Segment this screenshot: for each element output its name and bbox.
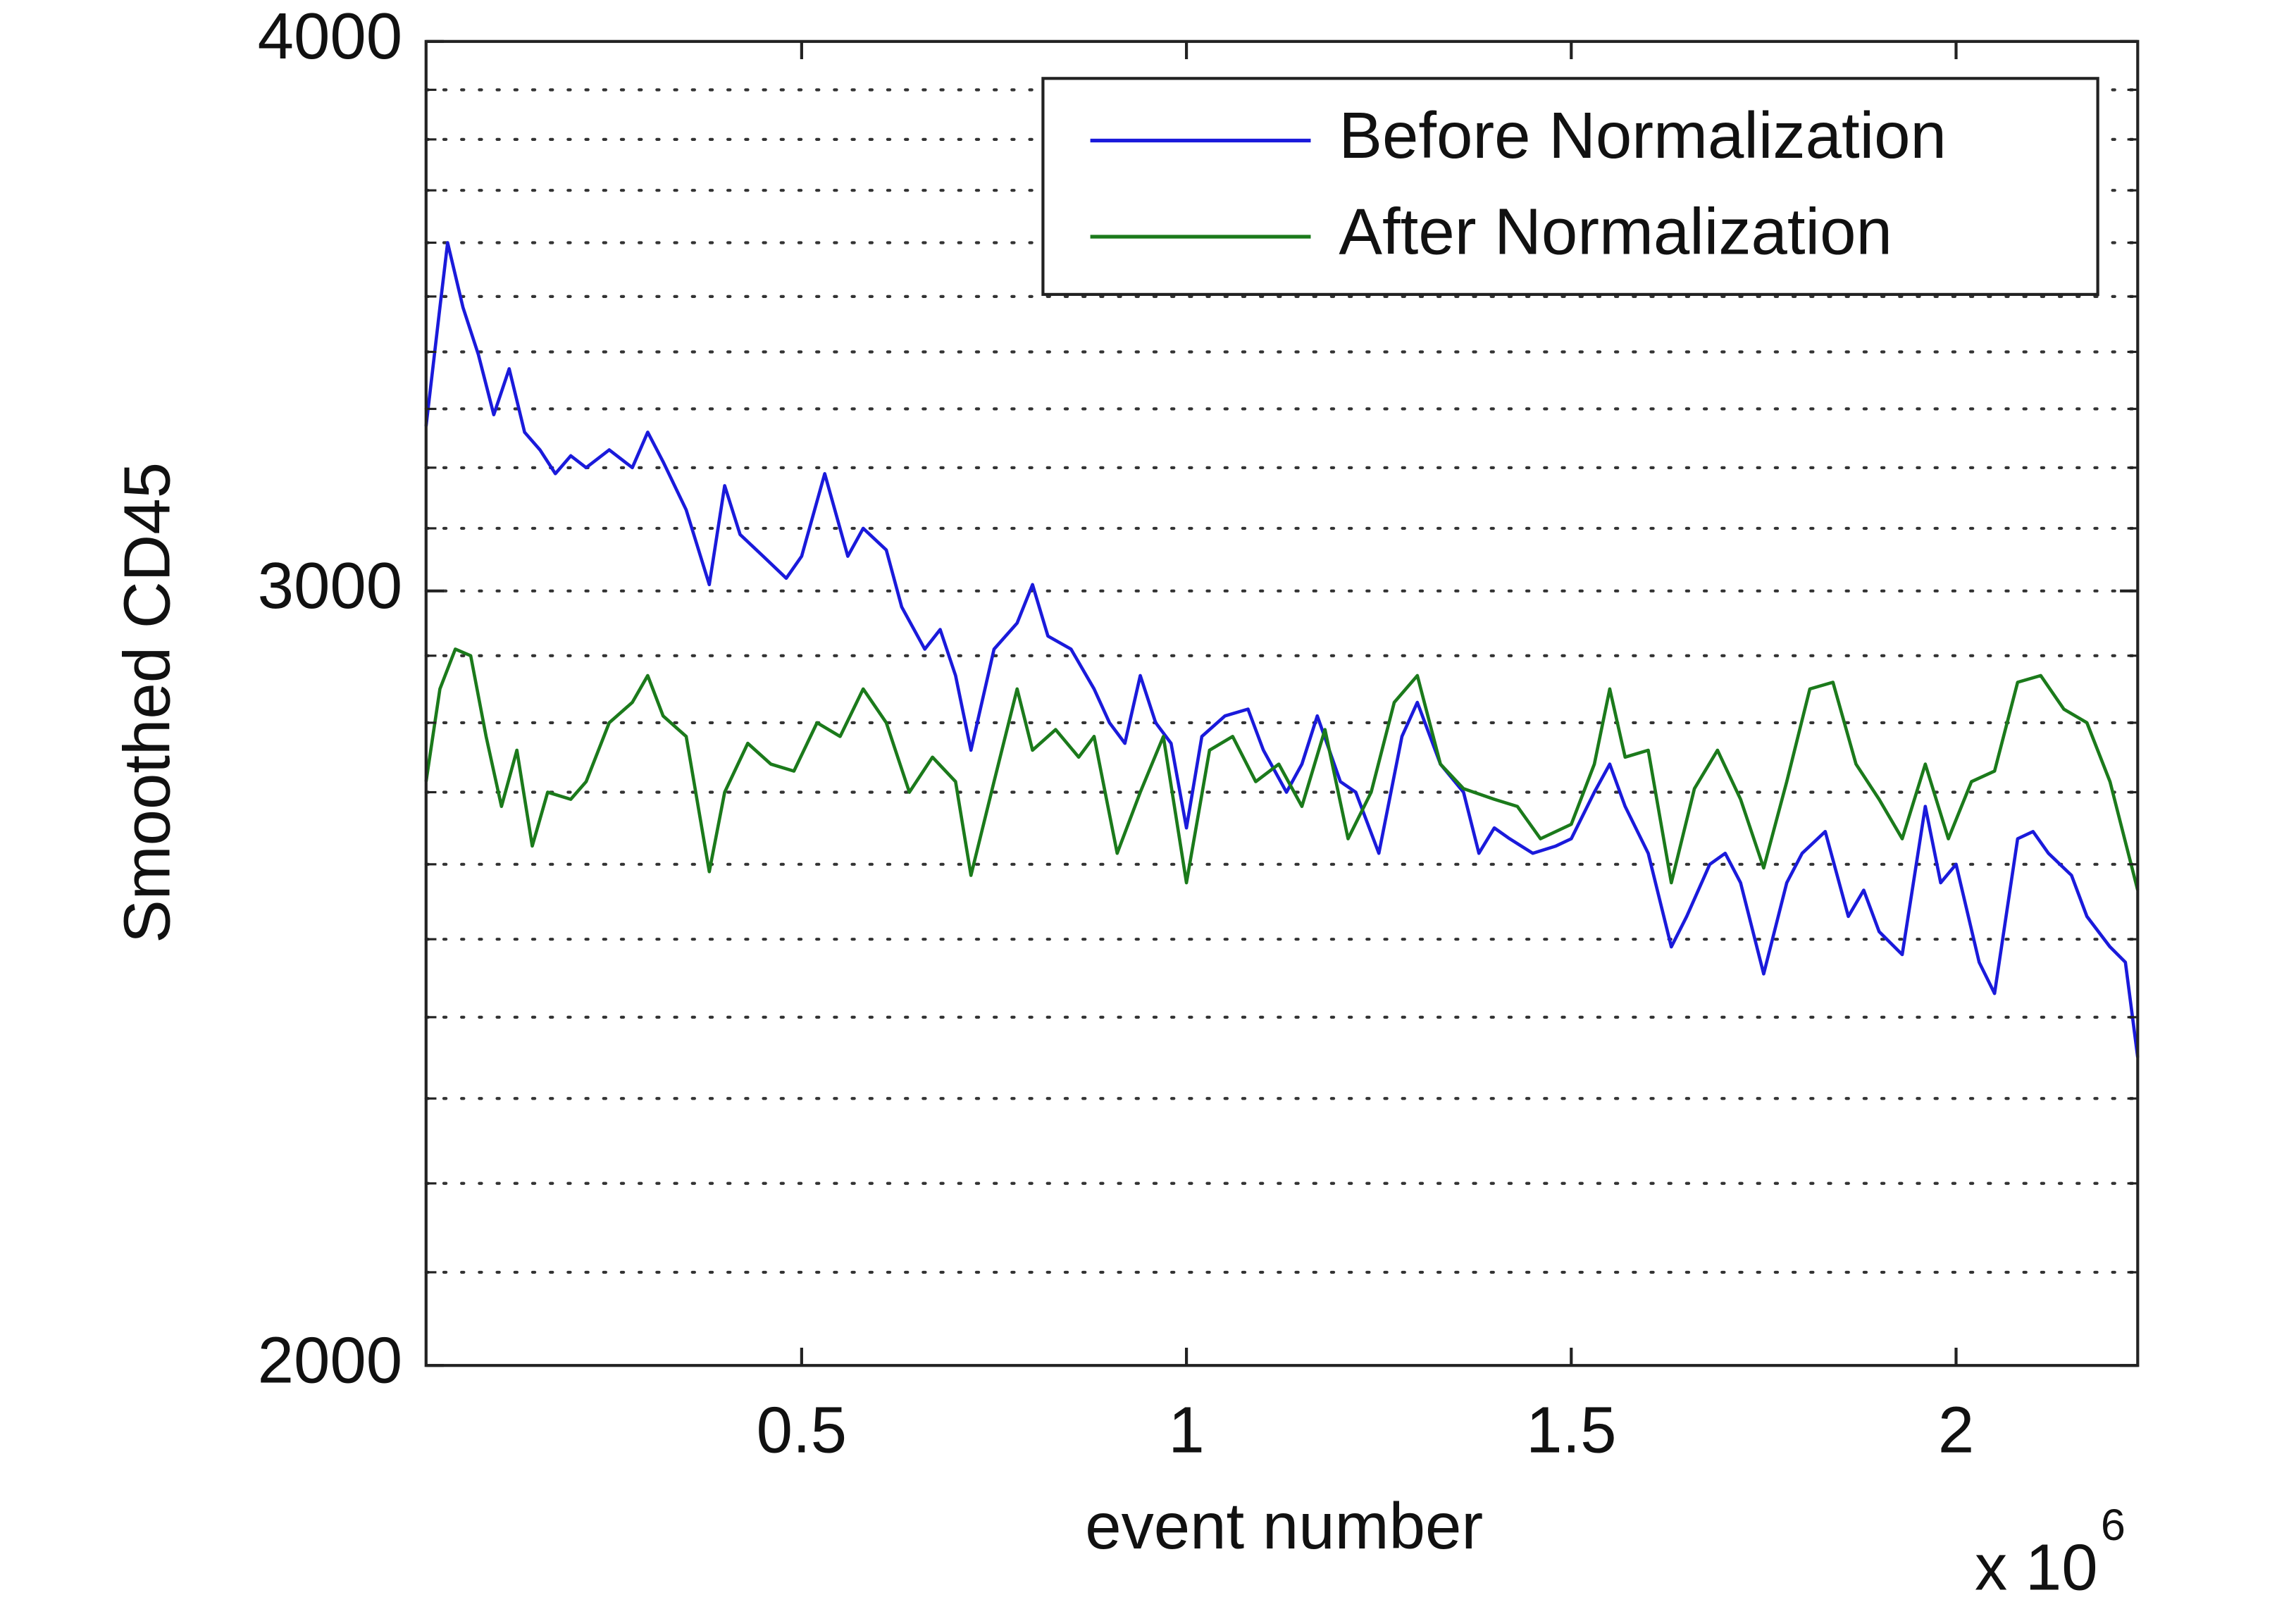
x-tick-label: 2 <box>1938 1393 1974 1466</box>
x-tick-label: 1.5 <box>1526 1393 1616 1466</box>
x-axis-label: event number <box>1085 1489 1483 1563</box>
lines <box>424 241 2140 1058</box>
data-line <box>424 241 2140 1058</box>
x-scale-exponent: 6 <box>2101 1501 2126 1550</box>
data-line <box>424 647 2140 891</box>
y-tick-label: 3000 <box>258 549 403 622</box>
x-scale-label: x 10 <box>1975 1531 2098 1604</box>
y-tick-label: 2000 <box>258 1324 403 1397</box>
y-tick-label: 4000 <box>258 0 403 73</box>
legend-box <box>1041 77 2099 296</box>
legend-label: Before Normalization <box>1339 99 1947 172</box>
y-axis-label: Smoothed CD45 <box>111 462 184 943</box>
legend-label: After Normalization <box>1339 194 1892 268</box>
axes-frame <box>424 39 2140 1367</box>
x-tick-label: 1 <box>1168 1393 1204 1466</box>
ticks: 2000 3000 4000 0.5 1 1.5 2 <box>258 0 2138 1466</box>
legend: Before Normalization After Normalization <box>1041 77 2099 296</box>
x-tick-label: 0.5 <box>757 1393 847 1466</box>
